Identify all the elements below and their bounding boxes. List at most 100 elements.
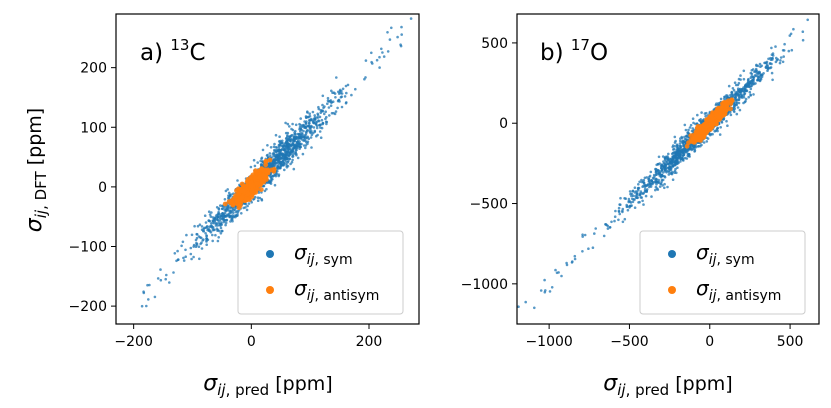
panel-b-point [775,56,778,60]
panel-a-point [184,248,187,252]
panel-a-point [260,164,263,167]
panel-a-point [180,244,183,248]
panel-a-point [227,191,231,195]
panel-a-point [330,111,334,115]
panel-a-point [364,59,368,62]
panel-a-point [287,143,291,147]
panel-b-point [653,180,657,183]
panel-b-point [610,220,613,224]
panel-a-point [318,115,322,119]
panel-b-point [781,60,785,64]
panel-a-point [227,204,230,208]
panel-a-point [302,129,305,133]
panel-b-point [747,83,751,86]
panel-a-point [335,76,338,79]
panel-b-point [696,113,699,117]
panel-a-point [344,84,348,88]
panel-b-point [737,89,740,93]
panel-a-point [220,229,224,233]
panel-b-point [648,174,652,178]
panel-a-point [259,166,265,172]
panel-a-point [386,31,389,34]
panel-a-point [272,161,276,164]
panel-a-point [229,214,233,218]
panel-b-point [700,143,703,147]
panel-a-point [281,153,284,157]
panel-a-point [234,215,237,219]
panel-b-point [678,144,682,148]
panel-b-point [781,49,785,52]
panel-b-point [660,164,664,167]
panel-b-point [739,78,742,81]
panel-b-point [663,158,667,162]
panel-a-point [225,218,228,222]
panel-b-point [770,46,773,50]
panel-b-point [555,271,559,275]
panel-b-point [655,183,658,186]
panel-b-point [782,55,785,58]
panel-a-point [273,183,277,187]
panel-a-point [271,168,277,174]
panel-a-point [346,83,350,87]
panel-b-point [697,145,700,148]
panel-a-point [263,189,267,193]
panel-b-point [749,94,752,97]
panel-b-point [679,157,683,161]
panel-b-point [774,60,778,64]
panel-b-point [673,135,677,139]
panel-b-point [742,86,745,89]
panel-a-point [269,154,272,158]
panel-b-point [655,163,658,167]
panel-b-point [617,218,620,222]
panel-a-point [222,214,225,217]
panel-b-point [751,75,755,78]
panel-a-point [381,51,384,54]
panel-a-point [249,165,253,169]
panel-b-point [661,184,664,187]
panel-b-point [697,128,702,134]
panel-a-point [291,141,295,144]
panel-a-point [292,167,296,171]
panel-b-point [719,97,723,101]
panel-a-point [266,144,269,147]
panel-a-point [206,228,209,232]
panel-a-point [338,100,341,103]
panel-a-point [308,118,311,122]
panel-a-point [288,157,291,161]
panel-b-point [642,192,645,195]
panel-a-point [214,222,218,225]
panel-a-point [230,218,233,221]
panel-a-point [296,156,300,160]
panel-a-point [315,126,319,130]
panel-a-point [194,238,198,242]
panel-a-point [236,179,239,182]
panel-a-point [222,217,225,221]
panel-a-point [259,178,265,184]
panel-a-point [306,135,310,139]
panel-a-point [370,60,373,64]
panel-a-point [182,256,185,260]
panel-a-point [313,130,317,134]
panel-b-point [660,169,663,173]
panel-a-point [318,130,322,133]
panel-b-legend-box [639,230,806,315]
panel-b-point [663,186,666,190]
panel-b-point [617,209,621,213]
panel-a-point [295,140,299,144]
panel-a-point [308,129,311,133]
panel-b-point [652,173,656,177]
panel-b-point [642,184,645,188]
panel-a-point [310,133,314,137]
panel-b-point [735,100,738,103]
panel-b-point [683,135,686,139]
panel-b-x-tick-label: −1000 [525,334,572,350]
panel-a-point [221,204,224,208]
panel-b-point [731,87,735,90]
panel-b-point [686,136,689,139]
panel-b-point [687,148,690,151]
panel-b-point [636,187,640,190]
panel-b-point [659,182,663,185]
panel-a-legend-antisym-label: σij, antisym [294,276,379,304]
panel-a-point [279,164,283,167]
panel-b-y-tick-label: 0 [499,116,508,132]
